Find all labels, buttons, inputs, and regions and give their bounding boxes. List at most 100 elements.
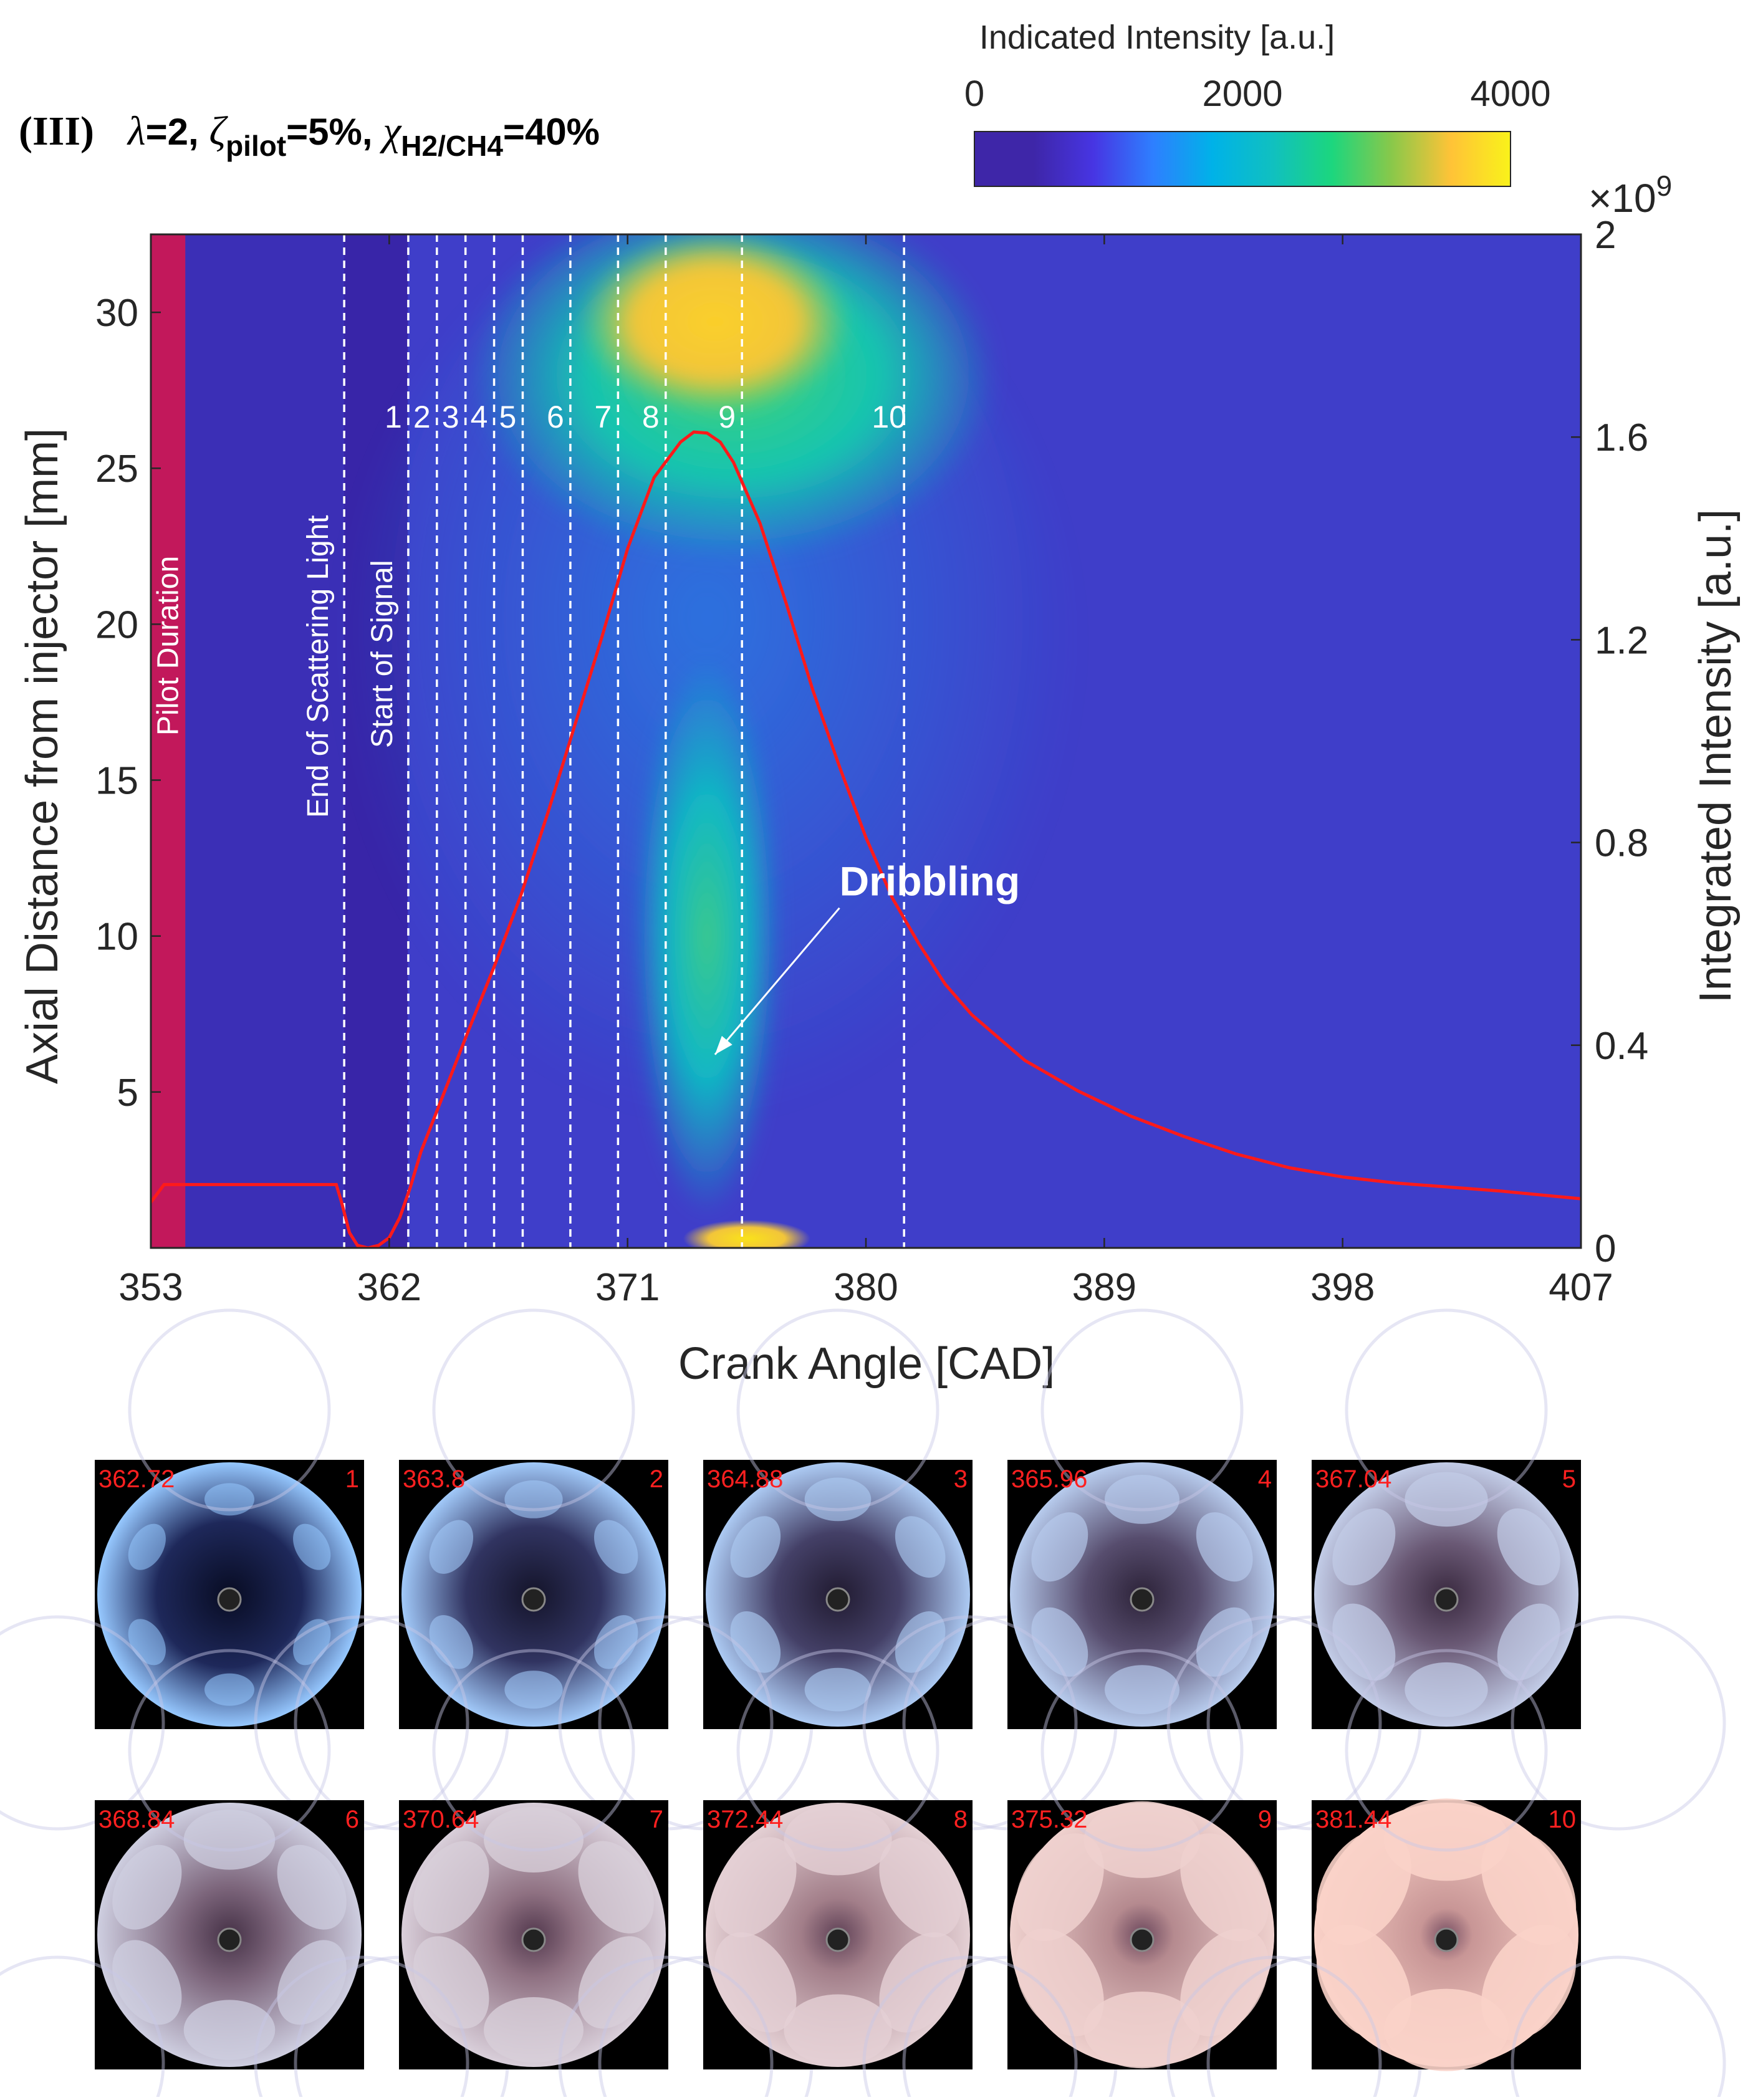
y2-tick-label: 1.2 (1595, 619, 1648, 662)
frame-marker-number: 3 (442, 400, 459, 434)
camera-frame: 367.04 5 (1166, 1308, 1726, 1831)
x-tick-label: 380 (833, 1266, 898, 1309)
flame-lobe (293, 1619, 331, 1666)
colorbar-label: Indicated Intensity [a.u.] (979, 19, 1335, 56)
colorbar-ticks: 0 2000 4000 (964, 74, 1551, 138)
flame-lobe (204, 1673, 254, 1706)
x-tick-label: 407 (1549, 1266, 1613, 1309)
flame-lobe (504, 1480, 563, 1518)
flame-lobe (1105, 1475, 1179, 1524)
flame-lobe (413, 1936, 489, 2029)
x-tick-label: 353 (118, 1266, 183, 1309)
flame-lobe (293, 1523, 331, 1570)
flame-lobe (429, 1615, 474, 1669)
heatmap-plot: End of Scattering Light Start of Signal Pi… (95, 214, 1648, 1309)
frame-cad-label: 362.72 (98, 1465, 175, 1493)
injector (521, 1587, 546, 1612)
heatmap-base-tip (683, 1219, 810, 1248)
injector (825, 1587, 850, 1612)
camera-frames: 362.72 1 363.8 2 364.88 3 365.96 4 367.04 5368.84… (0, 1308, 1726, 2100)
frame-id-label: 2 (650, 1465, 663, 1493)
injector (1434, 1927, 1459, 1952)
flame-lobe (714, 1837, 797, 1937)
bowl-arc (128, 1308, 331, 1512)
frame-marker-number: 7 (594, 400, 612, 434)
flame-lobe (128, 1523, 166, 1570)
camera-frame: 362.72 1 (0, 1308, 509, 1831)
frame-cad-label: 381.44 (1315, 1806, 1391, 1833)
dribbling-arrow-head (714, 1035, 733, 1055)
flame-lobe (1384, 1798, 1509, 1881)
flame-lobe (128, 1619, 166, 1666)
flame-lobe (895, 1611, 946, 1673)
injector (217, 1587, 242, 1612)
frame-id-label: 3 (954, 1465, 968, 1493)
bowl-arc (1040, 1308, 1244, 1512)
y2-tick-label: 0.8 (1595, 822, 1648, 865)
flame-lobe (1196, 1607, 1253, 1677)
flame-lobe (1083, 1801, 1201, 1878)
y2-axis-ticks: 0 0.4 0.8 1.2 1.6 2 (1571, 214, 1648, 1270)
x-tick-label: 362 (357, 1266, 421, 1309)
y2-tick-label: 1.6 (1595, 416, 1648, 459)
bowl-arc (1511, 1955, 1726, 2100)
camera-frame: 370.64 7 (254, 1649, 814, 2100)
flame-lobe (1481, 1829, 1577, 1945)
frame-id-label: 10 (1549, 1806, 1577, 1833)
frame-marker-number: 5 (499, 400, 517, 434)
y-tick-label: 20 (95, 603, 138, 646)
y2-exponent-label: ×109 (1588, 170, 1672, 221)
y-tick-label: 10 (95, 916, 138, 959)
frame-cad-label: 365.96 (1011, 1465, 1087, 1493)
flame-lobe (1316, 1924, 1411, 2040)
panel-label: (III) (19, 108, 94, 154)
flame-lobe (1031, 1607, 1088, 1677)
camera-frame: 363.8 2 (254, 1308, 814, 1831)
heatmap-pilot-region (185, 234, 345, 1248)
injector (521, 1927, 546, 1952)
y2-tick-label: 0 (1595, 1227, 1616, 1270)
frame-marker-number: 9 (718, 400, 736, 434)
flame-lobe (1481, 1924, 1577, 2040)
flame-lobe (504, 1671, 563, 1709)
frame-id-label: 6 (345, 1806, 359, 1833)
camera-frame: 364.88 3 (558, 1308, 1118, 1831)
y-tick-label: 5 (117, 1072, 138, 1115)
flame-lobe (1332, 1603, 1396, 1681)
colorbar (974, 131, 1511, 187)
frame-cad-label: 367.04 (1315, 1465, 1391, 1493)
bowl-arc (1511, 1615, 1726, 1831)
flame-lobe (1031, 1512, 1088, 1582)
camera-frame: 381.44 10 (1166, 1649, 1726, 2100)
marker-label: Start of Signal (366, 560, 399, 749)
flame-lobe (1015, 1928, 1104, 2036)
chart-title: λ=2, ζpilot=5%, χH2/CH4=40% (127, 108, 600, 162)
camera-frame: 368.84 6 (0, 1649, 509, 2100)
flame-lobe (1105, 1665, 1179, 1714)
x-axis-ticks: 353 362 371 380 389 398 407 (118, 234, 1613, 1309)
y-axis-ticks: 5 10 15 20 25 30 (95, 292, 161, 1115)
flame-lobe (1405, 1662, 1488, 1717)
bowl-arc (736, 1308, 939, 1512)
bowl-arc (0, 1955, 165, 2100)
colorbar-tick-label: 2000 (1202, 74, 1282, 114)
injector (217, 1927, 242, 1952)
frame-id-label: 5 (1562, 1465, 1576, 1493)
flame-lobe (1180, 1833, 1269, 1942)
bowl-arc (128, 1649, 331, 1852)
marker-lines (343, 234, 905, 1248)
bowl-arc (1345, 1308, 1548, 1512)
integrated-intensity-curve (151, 430, 1581, 1248)
flame-lobe (429, 1520, 474, 1574)
y2-axis-label: Integrated Intensity [a.u.] (1691, 509, 1741, 1004)
flame-lobe (1196, 1512, 1253, 1582)
flame-lobe (730, 1516, 781, 1578)
flame-lobe (112, 1844, 182, 1930)
flame-lobe (784, 1994, 892, 2066)
frame-id-label: 7 (650, 1806, 663, 1833)
flame-lobe (204, 1483, 254, 1516)
flame-lobe (1497, 1603, 1560, 1681)
flame-lobe (1316, 1829, 1411, 1945)
flame-lobe (895, 1516, 946, 1578)
y2-tick-label: 0.4 (1595, 1025, 1648, 1068)
